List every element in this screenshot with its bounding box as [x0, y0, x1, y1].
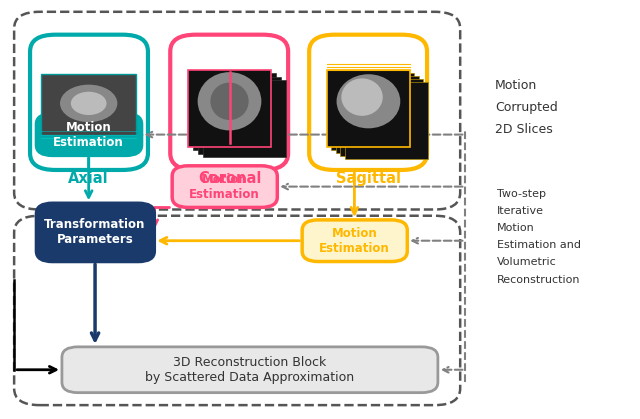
- FancyBboxPatch shape: [340, 79, 423, 156]
- FancyBboxPatch shape: [188, 70, 271, 147]
- Circle shape: [71, 92, 106, 115]
- FancyBboxPatch shape: [345, 82, 428, 159]
- Ellipse shape: [337, 74, 400, 128]
- FancyBboxPatch shape: [309, 35, 427, 170]
- FancyBboxPatch shape: [336, 76, 419, 153]
- Ellipse shape: [198, 72, 261, 130]
- FancyBboxPatch shape: [14, 216, 460, 405]
- FancyBboxPatch shape: [198, 77, 281, 154]
- FancyBboxPatch shape: [193, 73, 276, 150]
- FancyBboxPatch shape: [204, 80, 286, 157]
- Text: Sagittal: Sagittal: [336, 171, 401, 186]
- FancyBboxPatch shape: [172, 166, 277, 207]
- Text: Motion
Corrupted
2D Slices: Motion Corrupted 2D Slices: [495, 79, 558, 136]
- FancyBboxPatch shape: [62, 347, 438, 393]
- Text: Motion
Estimation: Motion Estimation: [53, 121, 124, 149]
- Ellipse shape: [211, 83, 248, 120]
- Text: Axial: Axial: [68, 171, 109, 186]
- Text: Motion
Estimation: Motion Estimation: [189, 173, 260, 201]
- FancyBboxPatch shape: [302, 220, 407, 261]
- Text: Transformation
Parameters: Transformation Parameters: [44, 218, 146, 246]
- Text: Motion
Estimation: Motion Estimation: [319, 227, 390, 255]
- Polygon shape: [41, 134, 143, 145]
- Text: Coronal: Coronal: [198, 171, 261, 186]
- Text: 3D Reconstruction Block
by Scattered Data Approximation: 3D Reconstruction Block by Scattered Dat…: [145, 356, 355, 384]
- Circle shape: [60, 85, 117, 122]
- FancyBboxPatch shape: [14, 12, 460, 210]
- FancyBboxPatch shape: [170, 35, 288, 170]
- FancyBboxPatch shape: [36, 203, 154, 261]
- FancyBboxPatch shape: [332, 73, 414, 150]
- Ellipse shape: [341, 78, 383, 116]
- FancyBboxPatch shape: [30, 35, 148, 170]
- Polygon shape: [41, 74, 136, 134]
- FancyBboxPatch shape: [327, 70, 410, 147]
- FancyBboxPatch shape: [36, 114, 141, 155]
- Text: Two-step
Iterative
Motion
Estimation and
Volumetric
Reconstruction: Two-step Iterative Motion Estimation and…: [497, 189, 581, 285]
